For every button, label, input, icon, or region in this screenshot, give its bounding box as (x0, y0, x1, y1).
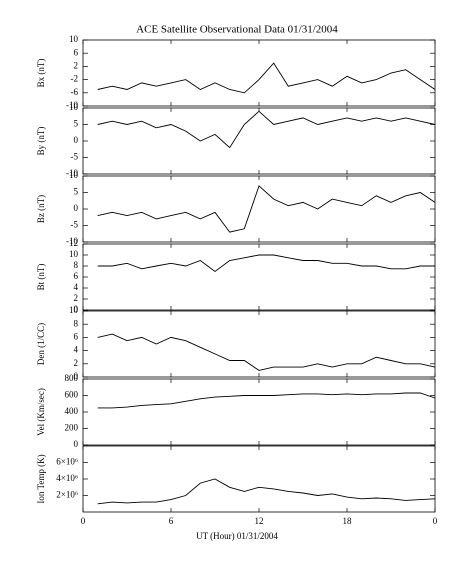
data-line (97, 185, 436, 233)
y-tick-label: -10 (66, 100, 78, 110)
y-tick-label: -2 (71, 74, 79, 84)
y-axis-label: By (nT) (36, 127, 46, 156)
y-axis-label: Bt (nT) (36, 264, 46, 291)
y-axis-label: Bz (nT) (36, 195, 46, 223)
x-tick-label: 0 (433, 516, 438, 526)
y-axis-label: Den (1/CC) (36, 323, 46, 365)
panel-frame (82, 378, 436, 446)
y-axis-label: Ion Temp (K) (36, 454, 46, 503)
y-tick-label: 400 (65, 406, 79, 416)
y-tick-label: 5 (74, 119, 79, 129)
y-tick-label: -5 (71, 220, 79, 230)
y-tick-label: 200 (65, 423, 79, 433)
panel-frame (82, 39, 436, 107)
data-line (97, 110, 436, 149)
y-tick-label: 6 (74, 331, 79, 341)
panel-frame (82, 107, 436, 175)
chart-title: ACE Satellite Observational Data 01/31/2… (136, 24, 338, 36)
data-line (97, 254, 435, 273)
x-tick-label: 12 (255, 516, 264, 526)
y-tick-label: 10 (69, 249, 79, 259)
y-tick-label: 6×10⁶ (56, 457, 78, 467)
y-tick-label: 0 (74, 371, 79, 381)
y-tick-label: 0 (74, 304, 79, 314)
y-tick-label: 2 (74, 293, 79, 303)
y-tick-label: -6 (71, 87, 79, 97)
y-tick-label: 600 (65, 390, 79, 400)
y-tick-label: -10 (66, 236, 78, 246)
y-tick-label: 10 (69, 305, 79, 315)
x-tick-label: 0 (81, 516, 86, 526)
y-tick-label: 10 (69, 170, 79, 180)
y-tick-label: 2 (74, 60, 79, 70)
data-line (97, 478, 436, 505)
y-tick-label: 8 (74, 318, 79, 328)
data-line (97, 392, 436, 409)
x-axis-label: UT (Hour) 01/31/2004 (196, 531, 278, 541)
x-tick-label: 6 (169, 516, 174, 526)
y-tick-label: 4 (74, 282, 79, 292)
y-tick-label: 4 (74, 345, 79, 355)
y-tick-label: 0 (74, 135, 79, 145)
y-tick-label: 2 (74, 358, 79, 368)
y-tick-label: 800 (65, 373, 79, 383)
panel-frame (82, 310, 436, 378)
y-axis-label: Bx (nT) (36, 59, 46, 88)
y-axis-label: Vel (Km/sec) (36, 388, 46, 436)
y-tick-label: 2×10⁶ (56, 490, 78, 500)
y-tick-label: 0 (74, 203, 79, 213)
data-line (97, 62, 436, 94)
data-line (97, 333, 436, 371)
x-tick-label: 18 (343, 516, 353, 526)
y-tick-label: 4×10⁶ (56, 473, 78, 483)
y-tick-label: -5 (71, 152, 79, 162)
y-tick-label: 10 (69, 34, 79, 44)
y-tick-label: 5 (74, 187, 79, 197)
y-tick-label: 0 (74, 439, 79, 449)
y-tick-label: -10 (66, 168, 78, 178)
y-tick-label: 8 (74, 260, 79, 270)
y-tick-label: 10 (69, 102, 79, 112)
panel-frame (82, 243, 436, 311)
y-tick-label: 6 (74, 271, 79, 281)
y-tick-label: 6 (74, 47, 79, 57)
y-tick-label: 12 (69, 238, 78, 248)
